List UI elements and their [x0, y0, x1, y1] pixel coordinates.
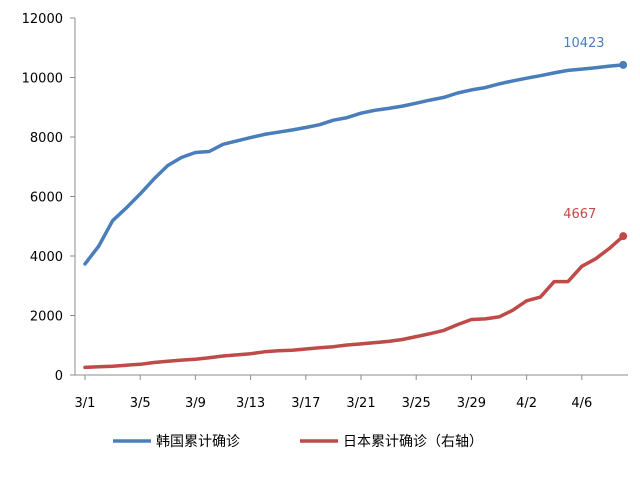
y-tick-label: 8000: [30, 131, 63, 146]
series-line-korea: [83, 63, 625, 266]
series-layer: 10423 4667: [83, 36, 628, 370]
axes: [74, 18, 628, 376]
y-tick-label: 4000: [30, 250, 63, 265]
x-tick-label: 4/6: [571, 396, 592, 411]
series-end-label-korea: 10423: [563, 36, 604, 51]
y-tick-labels: 0 2000 4000 6000 8000 10000 12000: [22, 12, 75, 384]
legend: 韩国累计确诊 日本累计确诊（右轴）: [113, 434, 483, 450]
series-line-japan: [83, 234, 625, 370]
y-tick-label: 10000: [22, 72, 63, 87]
x-tick-label: 3/25: [402, 396, 431, 411]
x-tick-label: 3/1: [75, 396, 96, 411]
x-tick-labels: 3/1 3/5 3/9 3/13 3/17 3/21 3/25 3/29 4/2 4/6: [75, 375, 592, 411]
series-end-marker-korea: [619, 60, 628, 69]
y-tick-label: 12000: [22, 12, 63, 27]
x-tick-label: 3/21: [346, 396, 375, 411]
x-tick-label: 3/17: [291, 396, 320, 411]
y-tick-label: 6000: [30, 191, 63, 206]
x-tick-label: 3/5: [130, 396, 151, 411]
x-tick-label: 3/9: [185, 396, 206, 411]
y-tick-label: 0: [55, 369, 63, 384]
legend-label-korea: 韩国累计确诊: [156, 434, 240, 450]
x-tick-label: 3/29: [457, 396, 486, 411]
x-tick-label: 3/13: [236, 396, 265, 411]
x-tick-label: 4/2: [516, 396, 537, 411]
y-tick-label: 2000: [30, 310, 63, 325]
series-end-label-japan: 4667: [563, 207, 596, 222]
series-end-marker-japan: [619, 232, 628, 241]
legend-label-japan: 日本累计确诊（右轴）: [343, 434, 483, 450]
